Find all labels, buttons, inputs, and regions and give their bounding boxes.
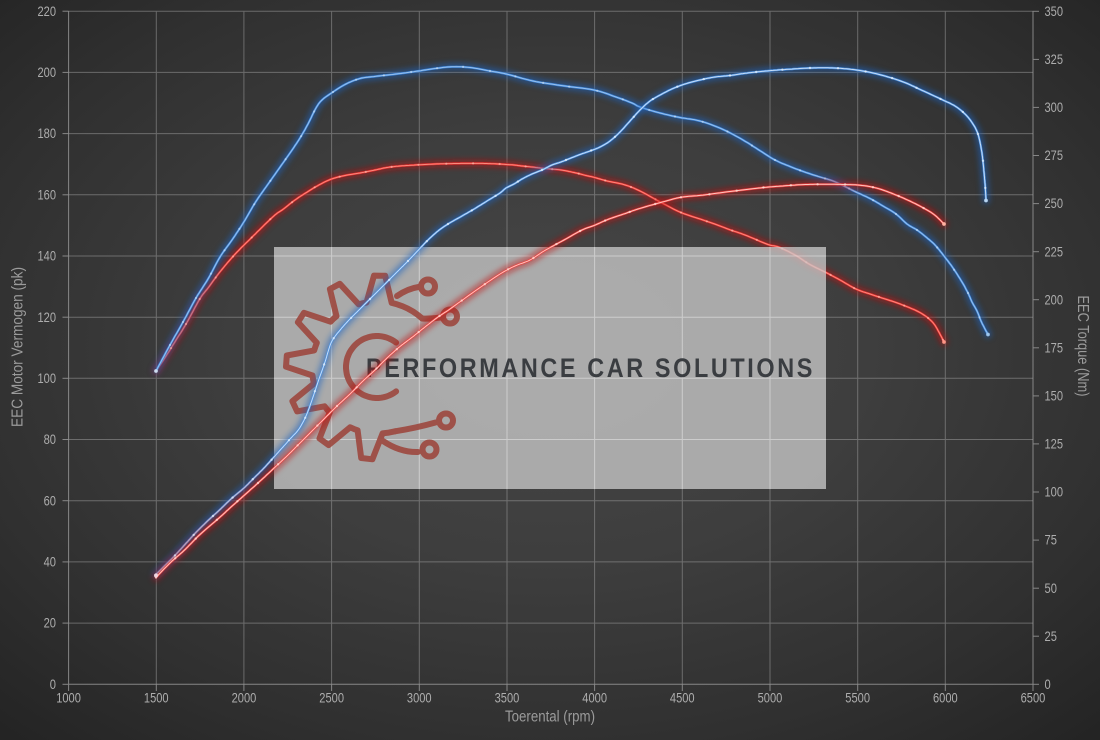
svg-text:120: 120: [38, 310, 57, 325]
svg-text:25: 25: [1045, 629, 1057, 644]
svg-text:100: 100: [38, 371, 57, 386]
svg-text:180: 180: [38, 126, 57, 141]
svg-text:1500: 1500: [144, 691, 169, 706]
svg-text:225: 225: [1045, 244, 1064, 259]
svg-text:6000: 6000: [933, 691, 958, 706]
svg-text:275: 275: [1045, 148, 1064, 163]
svg-text:300: 300: [1045, 100, 1064, 115]
svg-text:100: 100: [1045, 485, 1064, 500]
svg-text:EEC Torque (Nm): EEC Torque (Nm): [1074, 296, 1091, 397]
svg-text:175: 175: [1045, 340, 1064, 355]
svg-text:2000: 2000: [232, 691, 257, 706]
svg-text:325: 325: [1045, 52, 1064, 67]
svg-text:4500: 4500: [670, 691, 695, 706]
svg-text:250: 250: [1045, 196, 1064, 211]
svg-text:Toerental (rpm): Toerental (rpm): [505, 709, 595, 726]
svg-text:3500: 3500: [495, 691, 520, 706]
svg-text:50: 50: [1045, 581, 1057, 596]
svg-text:3000: 3000: [407, 691, 432, 706]
svg-text:0: 0: [50, 677, 56, 692]
svg-text:140: 140: [38, 249, 57, 264]
svg-text:150: 150: [1045, 389, 1064, 404]
svg-text:2500: 2500: [319, 691, 344, 706]
svg-text:125: 125: [1045, 437, 1064, 452]
svg-text:4000: 4000: [582, 691, 607, 706]
svg-text:6500: 6500: [1021, 691, 1046, 706]
svg-text:20: 20: [44, 616, 56, 631]
svg-text:220: 220: [38, 4, 57, 19]
svg-text:75: 75: [1045, 533, 1057, 548]
svg-text:1000: 1000: [56, 691, 81, 706]
svg-text:60: 60: [44, 493, 56, 508]
svg-text:5500: 5500: [845, 691, 870, 706]
svg-text:200: 200: [38, 65, 57, 80]
svg-text:5000: 5000: [758, 691, 783, 706]
svg-text:EEC Motor Vermogen (pk): EEC Motor Vermogen (pk): [10, 267, 27, 427]
svg-text:350: 350: [1045, 4, 1064, 19]
svg-text:200: 200: [1045, 292, 1064, 307]
svg-text:PERFORMANCE CAR SOLUTIONS: PERFORMANCE CAR SOLUTIONS: [366, 353, 815, 383]
svg-text:80: 80: [44, 432, 56, 447]
svg-text:40: 40: [44, 555, 56, 570]
svg-text:160: 160: [38, 187, 57, 202]
svg-text:0: 0: [1045, 677, 1051, 692]
